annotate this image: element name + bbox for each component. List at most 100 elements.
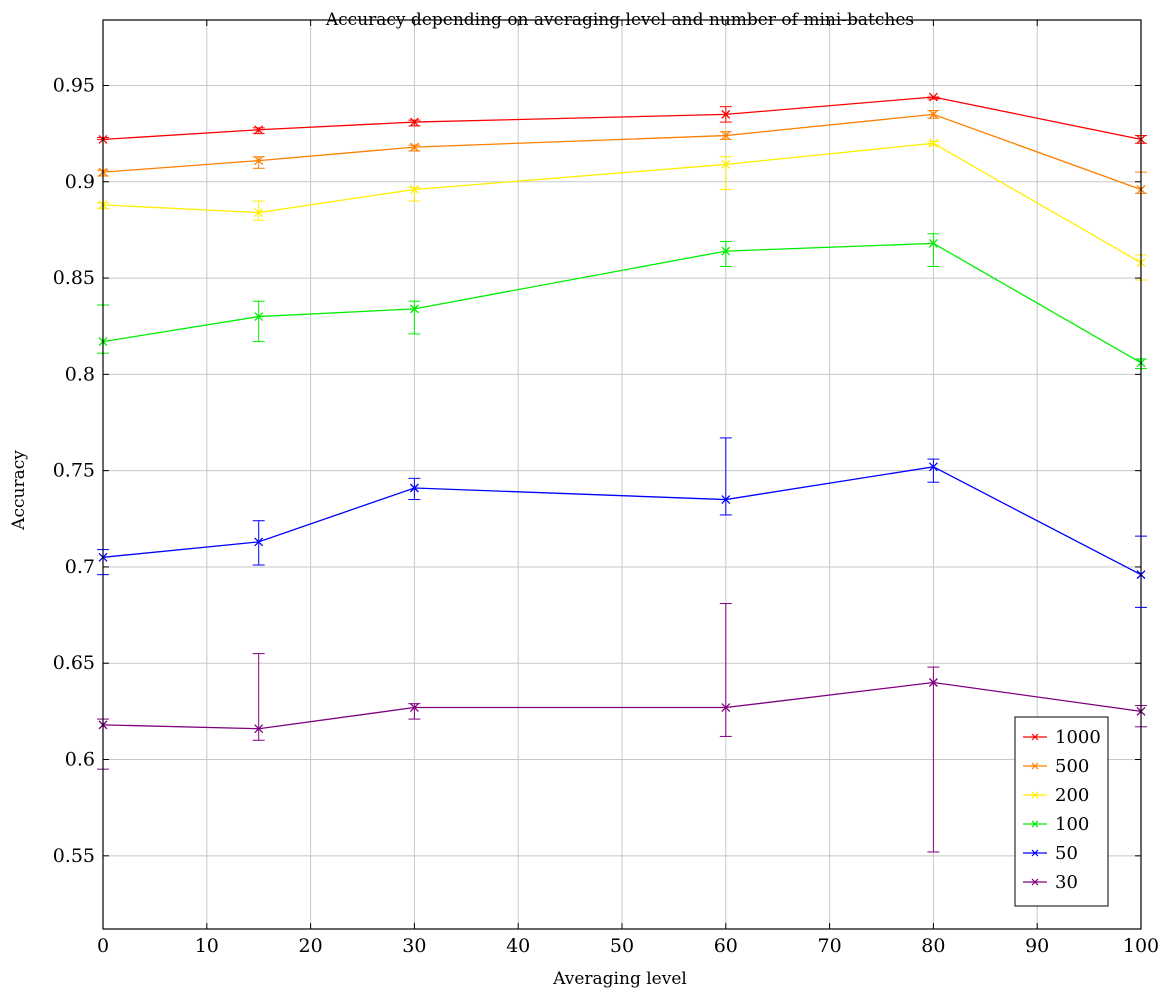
marker-stroke <box>254 156 264 166</box>
legend-marker <box>1031 849 1039 857</box>
data-point <box>721 703 731 712</box>
marker-stroke <box>721 159 731 169</box>
data-point <box>928 92 938 102</box>
marker-stroke <box>721 495 731 504</box>
legend-item-200: 200 <box>1023 785 1089 806</box>
x-tick-label: 0 <box>97 935 109 957</box>
error-bar <box>719 603 732 737</box>
marker-stroke <box>254 537 264 547</box>
marker-stroke <box>254 724 264 734</box>
error-bar <box>927 458 940 483</box>
marker-stroke <box>254 125 264 135</box>
legend-item-30: 30 <box>1023 872 1078 893</box>
data-point <box>254 724 264 734</box>
error-bar <box>927 666 940 853</box>
marker-stroke <box>721 703 731 712</box>
data-point <box>409 703 419 712</box>
x-tick-label: 30 <box>402 935 426 957</box>
marker-stroke <box>721 109 731 119</box>
error-bar <box>252 300 265 343</box>
legend-label: 500 <box>1055 756 1089 777</box>
data-point <box>409 483 419 493</box>
y-tick-label: 0.55 <box>53 845 95 867</box>
x-tick-label: 60 <box>714 935 738 957</box>
legend-box <box>1014 716 1109 907</box>
data-point <box>409 304 419 314</box>
x-tick-label: 90 <box>1025 935 1049 957</box>
data-point <box>721 246 731 256</box>
legend-label: 1000 <box>1055 727 1101 748</box>
error-bar <box>719 240 732 268</box>
error-bar <box>252 653 265 741</box>
marker-stroke <box>928 109 938 119</box>
data-point <box>928 138 938 148</box>
x-tick-label: 40 <box>506 935 530 957</box>
data-point <box>409 142 419 152</box>
y-tick-label: 0.75 <box>53 460 95 482</box>
data-point <box>721 131 731 141</box>
marker-stroke <box>928 678 938 687</box>
data-point <box>721 159 731 169</box>
marker-stroke <box>721 131 731 141</box>
marker-stroke <box>409 117 419 127</box>
x-tick-label: 10 <box>195 935 219 957</box>
y-tick-label: 0.95 <box>53 74 95 96</box>
marker-stroke <box>928 138 938 148</box>
error-bar <box>927 233 940 268</box>
marker-stroke <box>928 238 938 248</box>
series-500 <box>97 109 1147 194</box>
y-axis-label: Accuracy <box>9 450 29 531</box>
x-tick-label: 20 <box>299 935 323 957</box>
legend-marker <box>1031 733 1039 741</box>
legend-marker <box>1031 762 1039 770</box>
error-bar <box>408 300 421 335</box>
data-point <box>254 537 264 547</box>
x-tick-label: 50 <box>610 935 634 957</box>
data-point <box>928 678 938 687</box>
error-bar <box>408 477 421 501</box>
series-200 <box>97 138 1147 281</box>
series-line <box>102 466 1142 576</box>
legend-label: 50 <box>1055 843 1078 864</box>
data-point <box>721 495 731 504</box>
data-point <box>254 125 264 135</box>
marker-stroke <box>409 304 419 314</box>
data-point <box>928 109 938 119</box>
x-axis-label: Averaging level <box>552 969 687 989</box>
marker-stroke <box>721 246 731 256</box>
data-point <box>721 109 731 119</box>
marker-stroke <box>409 142 419 152</box>
data-point <box>254 208 264 218</box>
marker-stroke <box>254 312 264 322</box>
series-line <box>102 681 1142 730</box>
x-tick-label: 80 <box>921 935 945 957</box>
marker-stroke <box>409 483 419 493</box>
data-point <box>928 238 938 248</box>
y-tick-label: 0.9 <box>65 171 95 193</box>
legend-marker <box>1031 820 1039 828</box>
series-line <box>102 96 1142 141</box>
y-tick-label: 0.85 <box>53 267 95 289</box>
data-point <box>409 185 419 194</box>
series-line <box>102 113 1142 191</box>
tick-labels: 0 10 20 30 40 50 60 70 80 90 100 0.55 0.6 0.65 0.7 0.75… <box>53 74 1159 957</box>
series-line <box>102 142 1142 264</box>
legend-marker <box>1031 878 1039 886</box>
x-tick-label: 100 <box>1123 935 1159 957</box>
legend-item-500: 500 <box>1023 756 1089 777</box>
y-tick-label: 0.8 <box>65 363 95 385</box>
marker-stroke <box>928 92 938 102</box>
marker-stroke <box>928 462 938 472</box>
legend-label: 30 <box>1055 872 1078 893</box>
x-tick-label: 70 <box>818 935 842 957</box>
y-tick-label: 0.65 <box>53 652 95 674</box>
marker-stroke <box>409 185 419 194</box>
series-line <box>102 242 1142 364</box>
error-bar <box>252 520 265 566</box>
legend-item-50: 50 <box>1023 843 1078 864</box>
marker-stroke <box>409 703 419 712</box>
data-point <box>409 117 419 127</box>
error-bar <box>719 437 732 516</box>
error-bar <box>719 156 732 190</box>
